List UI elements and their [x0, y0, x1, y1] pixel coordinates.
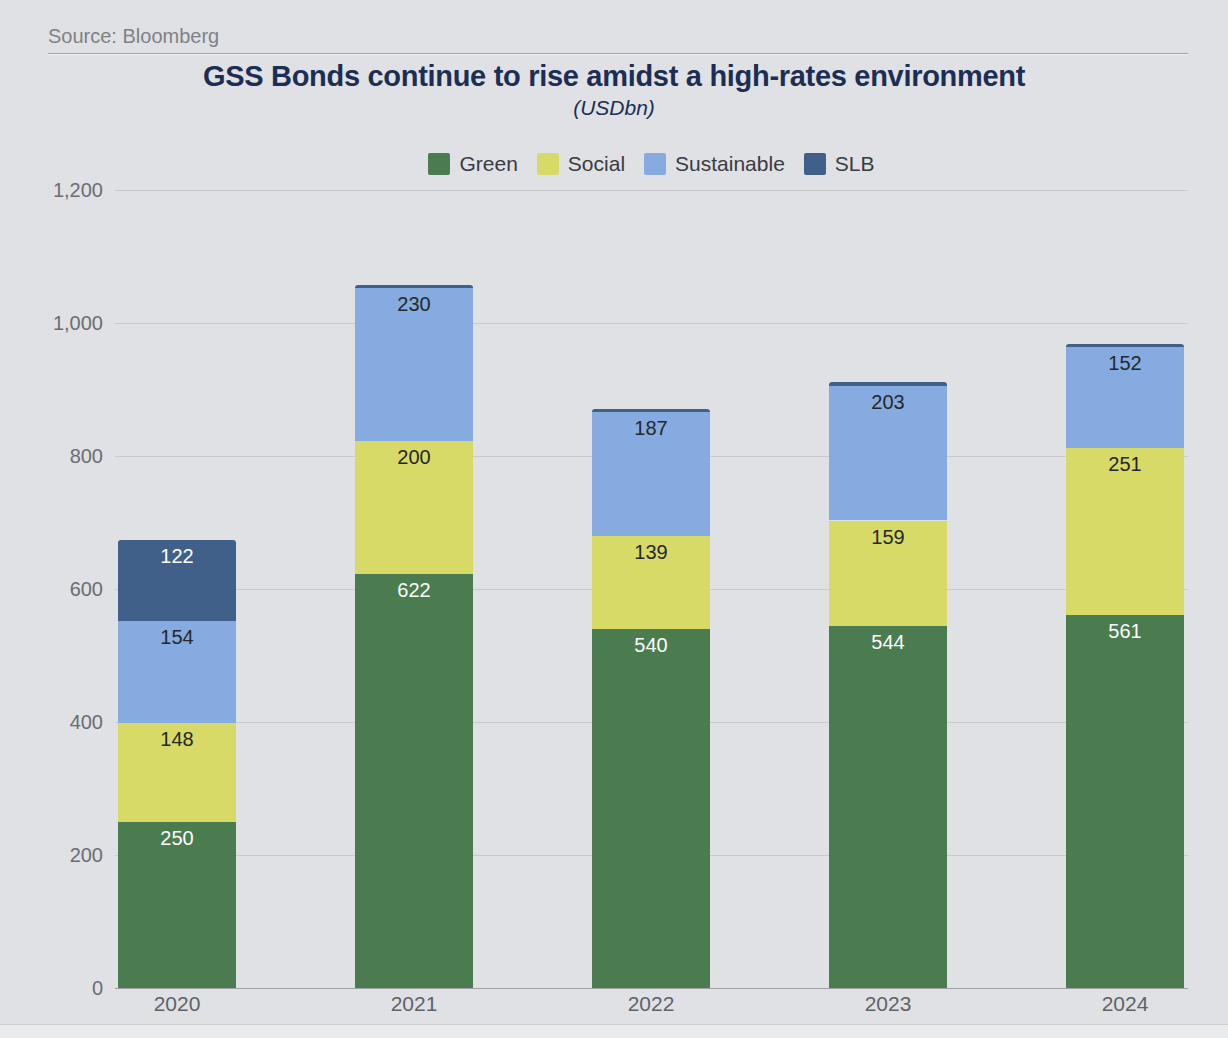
- bar-segment-2022-green[interactable]: [592, 629, 710, 988]
- legend-swatch-slb: [804, 153, 826, 175]
- legend-item-social[interactable]: Social: [537, 152, 625, 176]
- y-axis-label: 400: [33, 711, 103, 733]
- legend-item-green[interactable]: Green: [428, 152, 517, 176]
- legend-label: Sustainable: [675, 152, 785, 176]
- value-label: 544: [829, 632, 947, 652]
- value-label: 154: [118, 627, 236, 647]
- value-label: 159: [829, 527, 947, 547]
- bar-segment-2021-slb[interactable]: [355, 285, 473, 288]
- x-axis-label: 2022: [592, 992, 710, 1015]
- divider-line: [48, 53, 1188, 54]
- legend-item-sustainable[interactable]: Sustainable: [644, 152, 785, 176]
- bar-segment-2024-green[interactable]: [1066, 615, 1184, 988]
- x-axis-label: 2021: [355, 992, 473, 1015]
- value-label: 139: [592, 542, 710, 562]
- value-label: 200: [355, 447, 473, 467]
- bar-segment-2021-green[interactable]: [355, 574, 473, 988]
- value-label: 152: [1066, 353, 1184, 373]
- y-axis-label: 200: [33, 844, 103, 866]
- value-label: 540: [592, 635, 710, 655]
- value-label: 561: [1066, 621, 1184, 641]
- bar-segment-2022-slb[interactable]: [592, 409, 710, 412]
- source-label: Source: Bloomberg: [48, 25, 219, 48]
- gridline-1200: [115, 190, 1188, 191]
- legend-label: Green: [459, 152, 517, 176]
- bottom-strip: [0, 1024, 1228, 1038]
- gridline-1000: [115, 323, 1188, 324]
- value-label: 250: [118, 828, 236, 848]
- legend-swatch-green: [428, 153, 450, 175]
- bar-segment-2023-slb[interactable]: [829, 382, 947, 386]
- y-axis-label: 1,200: [33, 179, 103, 201]
- x-axis-label: 2020: [118, 992, 236, 1015]
- legend-label: SLB: [835, 152, 875, 176]
- y-axis-label: 600: [33, 578, 103, 600]
- chart-subtitle: (USDbn): [0, 96, 1228, 120]
- value-label: 203: [829, 392, 947, 412]
- value-label: 622: [355, 580, 473, 600]
- chart-title: GSS Bonds continue to rise amidst a high…: [0, 60, 1228, 93]
- legend-swatch-social: [537, 153, 559, 175]
- bar-segment-2023-green[interactable]: [829, 626, 947, 988]
- x-axis-label: 2023: [829, 992, 947, 1015]
- value-label: 187: [592, 418, 710, 438]
- y-axis-label: 1,000: [33, 312, 103, 334]
- bar-segment-2024-slb[interactable]: [1066, 344, 1184, 347]
- legend-item-slb[interactable]: SLB: [804, 152, 875, 176]
- value-label: 251: [1066, 454, 1184, 474]
- y-axis-label: 0: [33, 977, 103, 999]
- value-label: 122: [118, 546, 236, 566]
- legend: Green Social Sustainable SLB: [115, 152, 1188, 176]
- x-axis-label: 2024: [1066, 992, 1184, 1015]
- value-label: 230: [355, 294, 473, 314]
- value-label: 148: [118, 729, 236, 749]
- legend-swatch-sustainable: [644, 153, 666, 175]
- legend-label: Social: [568, 152, 625, 176]
- y-axis-label: 800: [33, 445, 103, 467]
